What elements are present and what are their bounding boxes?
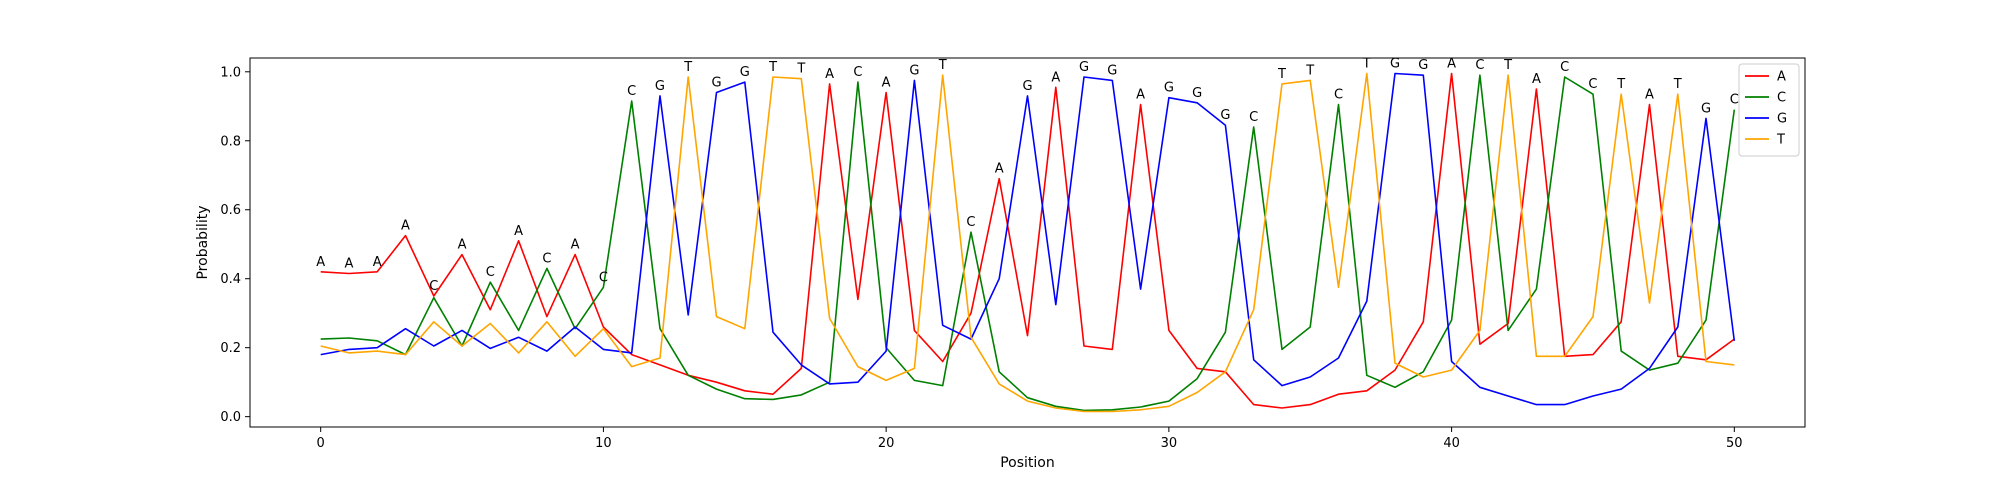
base-annotation: C — [966, 215, 975, 230]
base-annotation: G — [1390, 57, 1400, 72]
x-tick-label: 0 — [317, 436, 325, 451]
y-tick-label: 0.4 — [220, 272, 241, 287]
x-tick-label: 50 — [1726, 436, 1743, 451]
legend-entry: T — [1776, 133, 1785, 148]
y-axis: 0.0 0.2 0.4 0.6 0.8 1.0 — [220, 65, 250, 425]
x-axis-label: Position — [1000, 455, 1055, 471]
base-annotation: T — [1503, 58, 1512, 73]
base-annotation: C — [1730, 93, 1739, 108]
base-annotation: G — [655, 79, 665, 94]
x-tick-label: 10 — [595, 436, 612, 451]
base-annotation: G — [1701, 101, 1711, 116]
base-annotation: C — [542, 251, 551, 266]
base-annotation: C — [1588, 77, 1597, 92]
base-annotation: C — [429, 279, 438, 294]
base-annotation: A — [882, 75, 891, 90]
base-annotation: T — [1305, 63, 1314, 78]
base-annotation: A — [1447, 57, 1456, 72]
base-annotation: T — [768, 60, 777, 75]
base-annotation: A — [401, 219, 410, 234]
series-line-T — [320, 72, 1735, 413]
base-annotation: G — [1418, 58, 1428, 73]
base-annotation: A — [571, 238, 580, 253]
base-annotation: T — [1673, 77, 1682, 92]
base-annotation: G — [1220, 108, 1230, 123]
base-annotation: T — [683, 60, 692, 75]
base-annotation: C — [627, 84, 636, 99]
base-annotation: A — [1532, 72, 1541, 87]
base-annotation: T — [938, 58, 947, 73]
base-annotation: G — [1164, 81, 1174, 96]
series-line-G — [320, 72, 1736, 406]
plot-frame — [249, 57, 1806, 428]
base-annotation: A — [995, 162, 1004, 177]
base-annotation: G — [740, 65, 750, 80]
base-annotation: A — [373, 255, 382, 270]
base-annotation: A — [1051, 70, 1060, 85]
x-tick-label: 40 — [1443, 436, 1460, 451]
y-tick-label: 0.2 — [220, 341, 241, 356]
base-annotation: G — [1079, 60, 1089, 75]
x-axis: 0 10 20 30 40 50 — [317, 427, 1743, 451]
legend-entry: G — [1777, 112, 1787, 127]
y-tick-label: 0.8 — [220, 134, 241, 149]
base-annotation: T — [1277, 67, 1286, 82]
base-annotation: A — [458, 238, 467, 253]
base-annotation: G — [1107, 63, 1117, 78]
y-axis-label: Probability — [195, 205, 211, 279]
base-annotation: G — [711, 75, 721, 90]
base-annotation: A — [514, 224, 523, 239]
base-annotation: C — [1249, 110, 1258, 125]
plot-lines — [320, 72, 1736, 413]
base-annotation: T — [1616, 77, 1625, 92]
legend-entry: C — [1777, 91, 1786, 106]
base-annotation: C — [1334, 88, 1343, 103]
y-tick-label: 0.6 — [220, 203, 241, 218]
base-annotation: A — [825, 67, 834, 82]
base-annotation: A — [345, 257, 354, 272]
base-labels: A A A A C A C A C A C C G T G G T T A C A G T C A G A G G A G G G C T T C T G G… — [316, 57, 1739, 294]
legend-box — [1738, 63, 1800, 157]
x-tick-label: 30 — [1161, 436, 1178, 451]
base-annotation: C — [1560, 60, 1569, 75]
base-annotation: A — [316, 255, 325, 270]
y-tick-label: 1.0 — [220, 65, 241, 80]
base-annotation: T — [796, 62, 805, 77]
y-tick-label: 0.0 — [220, 410, 241, 425]
base-annotation: C — [486, 265, 495, 280]
series-line-C — [320, 74, 1736, 412]
base-annotation: G — [909, 63, 919, 78]
base-annotation: C — [853, 65, 862, 80]
base-annotation: C — [599, 270, 608, 285]
base-annotation: A — [1136, 88, 1145, 103]
x-tick-label: 20 — [878, 436, 895, 451]
base-annotation: T — [1362, 57, 1371, 72]
base-annotation: G — [1022, 79, 1032, 94]
base-annotation: C — [1475, 58, 1484, 73]
legend-entry: A — [1777, 70, 1786, 85]
base-annotation: A — [1645, 88, 1654, 103]
series-line-A — [320, 72, 1735, 409]
base-annotation: G — [1192, 86, 1202, 101]
